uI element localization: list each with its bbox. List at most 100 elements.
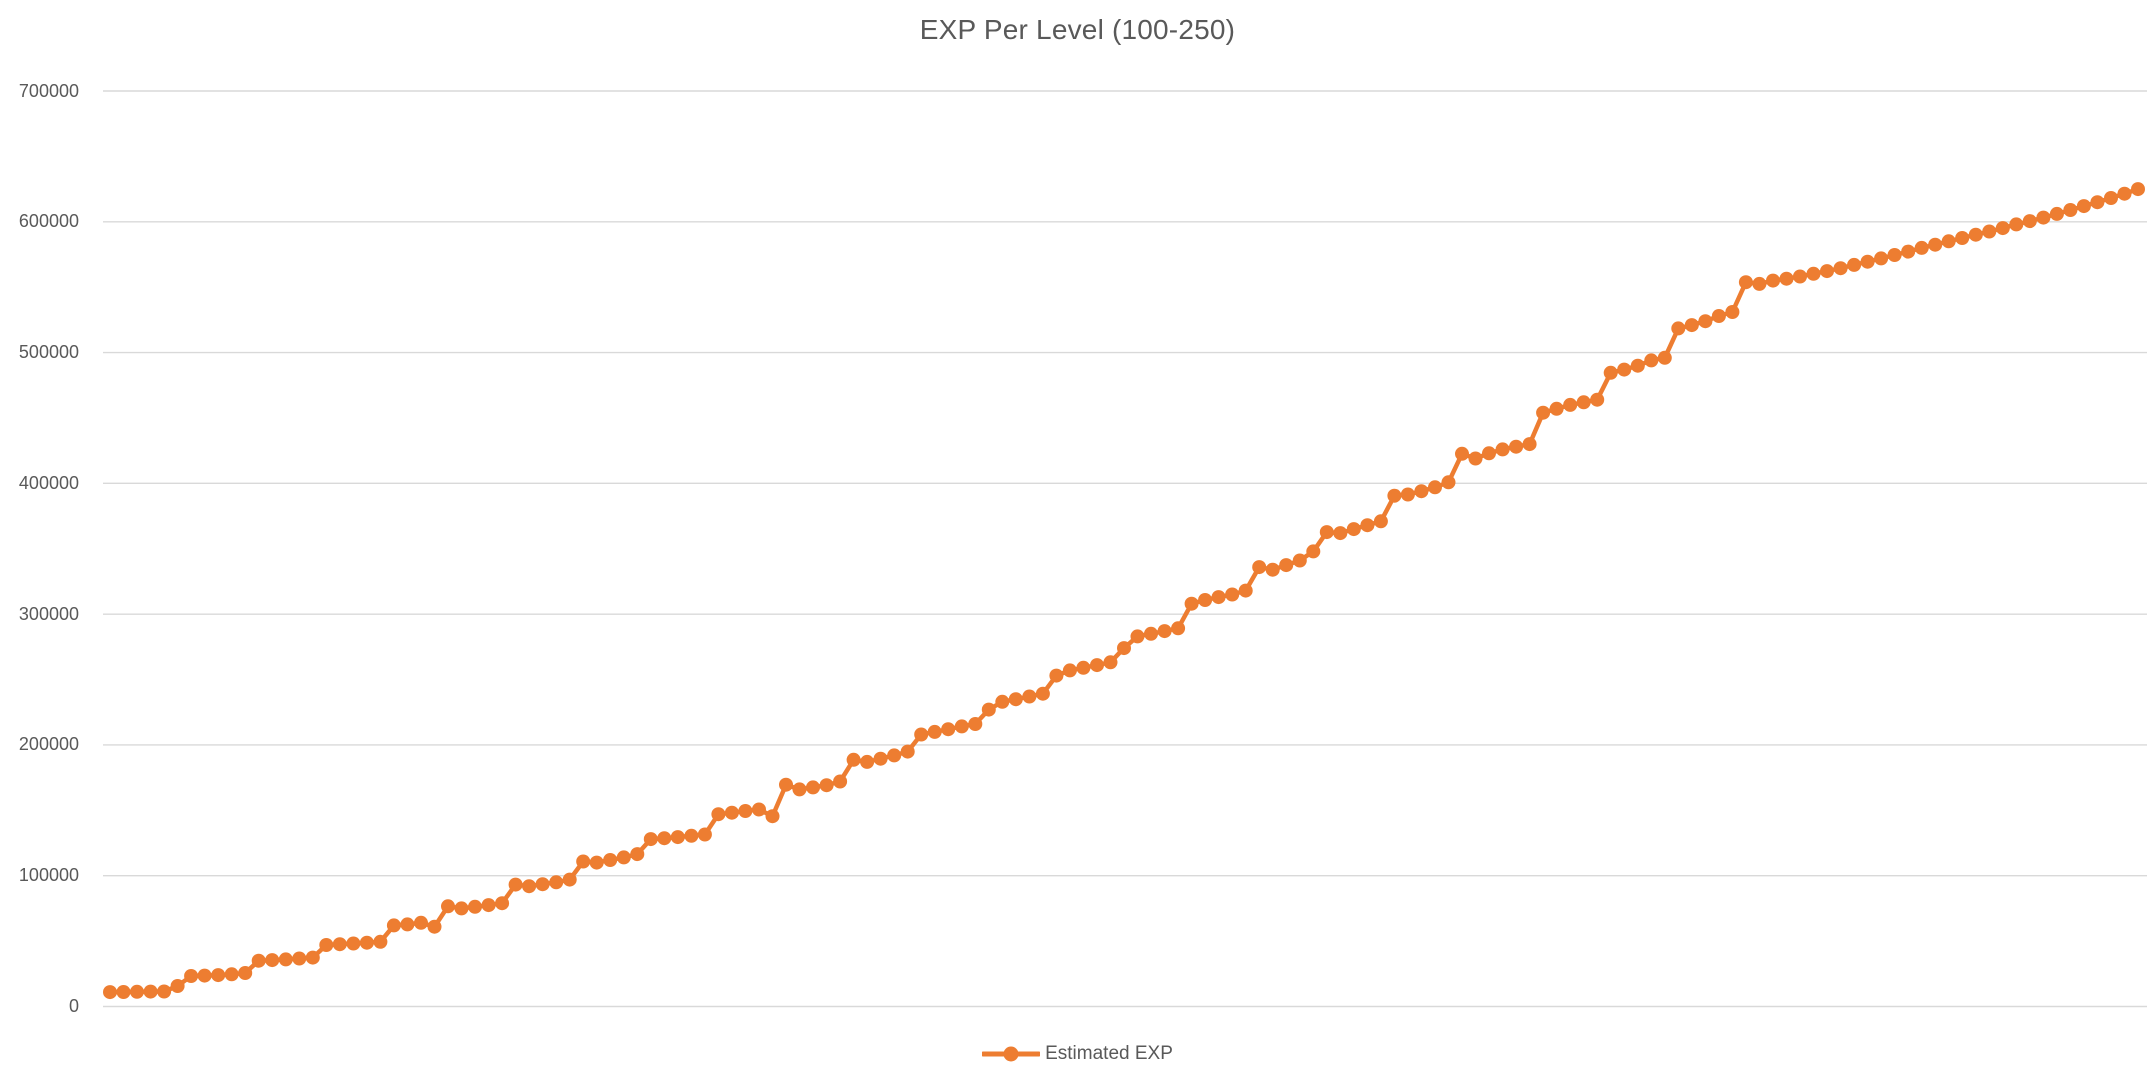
legend-line-marker-icon: [982, 1046, 1041, 1062]
y-axis-label: 400000: [18, 472, 79, 493]
data-point: [1211, 590, 1226, 605]
data-point: [1482, 446, 1496, 461]
data-point: [2117, 186, 2132, 201]
data-point: [2049, 206, 2064, 221]
data-point: [211, 968, 226, 983]
data-point: [1333, 526, 1348, 541]
data-point: [806, 780, 820, 795]
data-point: [508, 877, 523, 892]
data-point: [1644, 353, 1659, 368]
data-point: [1090, 658, 1104, 673]
data-point: [779, 777, 793, 792]
data-point: [968, 717, 983, 731]
data-point: [1360, 518, 1375, 533]
data-point: [684, 828, 699, 843]
data-point: [103, 985, 117, 1000]
data-point: [1428, 480, 1442, 495]
data-point: [819, 778, 834, 793]
data-point: [2076, 199, 2091, 214]
data-point: [1049, 668, 1064, 683]
data-point: [1928, 237, 1943, 252]
data-point: [278, 952, 293, 967]
data-point: [197, 968, 212, 983]
data-point: [2131, 182, 2145, 197]
data-point: [130, 984, 144, 999]
data-point: [319, 938, 334, 952]
data-point: [927, 724, 942, 739]
data-point: [657, 831, 672, 846]
data-point: [1022, 689, 1037, 704]
data-point: [1779, 271, 1794, 286]
data-point: [603, 853, 618, 867]
data-point: [792, 782, 807, 797]
data-point: [724, 805, 739, 820]
data-point: [1103, 655, 1118, 670]
data-point: [143, 984, 158, 999]
data-point: [1968, 227, 1983, 242]
data-point: [1806, 266, 1821, 281]
data-point: [1387, 488, 1402, 503]
data-point: [522, 879, 537, 894]
data-point: [576, 854, 591, 869]
data-point: [589, 855, 604, 870]
data-point: [1590, 392, 1605, 407]
data-point: [1171, 621, 1186, 636]
data-point: [1820, 264, 1834, 279]
data-point: [386, 918, 401, 933]
y-axis-label: 200000: [18, 734, 79, 755]
data-point: [1144, 626, 1158, 641]
data-point: [1684, 318, 1699, 333]
data-point: [292, 951, 307, 966]
data-point: [414, 915, 428, 930]
data-point: [711, 807, 726, 822]
data-point: [954, 719, 969, 734]
data-point: [2104, 191, 2118, 205]
data-point: [1468, 451, 1483, 466]
data-point: [1847, 257, 1862, 272]
data-point: [1198, 593, 1213, 607]
data-point: [1901, 244, 1916, 259]
data-point: [2022, 214, 2037, 229]
data-point: [1563, 397, 1578, 412]
data-point: [1265, 562, 1280, 577]
data-point: [1509, 439, 1524, 454]
data-point: [1130, 629, 1145, 644]
data-point: [2036, 210, 2051, 225]
data-point: [1549, 401, 1564, 416]
data-point: [765, 809, 780, 824]
data-point: [1035, 686, 1050, 701]
data-point: [441, 899, 455, 914]
y-axis-label: 600000: [18, 211, 79, 232]
data-point: [468, 899, 482, 914]
legend[interactable]: Estimated EXP: [0, 1043, 2155, 1065]
data-point: [481, 898, 496, 913]
data-point: [1766, 273, 1780, 288]
data-point: [1995, 221, 2010, 236]
data-point: [1252, 560, 1267, 575]
data-point: [1576, 395, 1591, 410]
y-axis-label: 300000: [18, 603, 79, 624]
data-point: [1306, 544, 1321, 559]
data-point: [238, 966, 253, 980]
data-point: [1373, 514, 1388, 529]
data-point: [1914, 240, 1929, 255]
data-point: [752, 802, 766, 817]
data-point: [562, 872, 577, 887]
data-point: [738, 804, 753, 818]
data-point: [1982, 224, 1997, 239]
data-point: [1184, 596, 1199, 611]
data-point: [1833, 261, 1848, 276]
chart-title: EXP Per Level (100-250): [919, 14, 1236, 45]
legend-label: Estimated EXP: [1045, 1043, 1173, 1064]
data-point: [495, 896, 510, 911]
data-point: [1941, 234, 1956, 249]
data-point: [995, 694, 1010, 709]
data-point: [1793, 269, 1807, 284]
y-axis-label: 0: [68, 996, 79, 1016]
data-point: [116, 985, 131, 999]
data-point: [1008, 692, 1023, 707]
data-point: [914, 727, 929, 742]
data-point: [359, 935, 374, 950]
